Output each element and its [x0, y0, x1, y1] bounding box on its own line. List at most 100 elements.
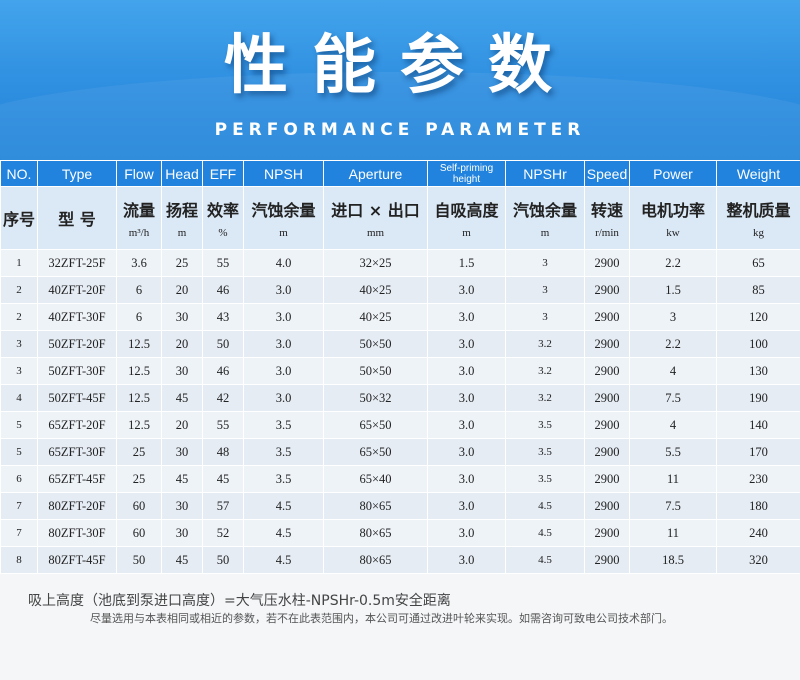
table-cell: 2900: [584, 519, 630, 547]
column-header-cn-label: 效率: [206, 201, 239, 220]
table-cell: 6: [116, 276, 162, 304]
table-cell: 50×50: [323, 357, 428, 385]
table-cell: 4: [629, 357, 717, 385]
table-cell: 50ZFT-20F: [37, 330, 117, 358]
table-cell: 25: [116, 438, 162, 466]
table-cell: 30: [161, 303, 203, 331]
table-cell: 6: [116, 303, 162, 331]
column-header-cn: 汽蚀余量 m: [243, 186, 324, 250]
table-cell: 3.0: [243, 330, 324, 358]
table-cell: 190: [716, 384, 800, 412]
table-cell: 3.0: [427, 411, 506, 439]
table-cell: 12.5: [116, 357, 162, 385]
chinese-header-row: 序号型 号流量 m³/h 扬程 m 效率% 汽蚀余量 m 进口 × 出口 mm 自吸高度 m 汽蚀余量…: [0, 186, 800, 250]
table-cell: 3.0: [427, 492, 506, 520]
table-cell: 120: [716, 303, 800, 331]
column-header-cn: 扬程 m: [161, 186, 203, 250]
table-cell: 3.0: [243, 303, 324, 331]
table-cell: 180: [716, 492, 800, 520]
table-cell: 2900: [584, 465, 630, 493]
formula-note: 吸上高度（池底到泵进口高度）=大气压水柱-NPSHr-0.5m安全距离: [28, 593, 451, 609]
table-cell: 65×50: [323, 438, 428, 466]
table-cell: 2900: [584, 384, 630, 412]
column-header-unit: m: [177, 227, 187, 239]
table-cell: 25: [161, 249, 203, 277]
table-cell: 30: [161, 519, 203, 547]
column-header-en: NO.: [0, 160, 38, 187]
table-cell: 3: [0, 357, 38, 385]
table-cell: 3.6: [116, 249, 162, 277]
table-cell: 46: [202, 357, 244, 385]
table-cell: 2: [0, 303, 38, 331]
table-cell: 3.0: [243, 276, 324, 304]
table-cell: 1.5: [427, 249, 506, 277]
table-cell: 3.0: [243, 357, 324, 385]
table-cell: 85: [716, 276, 800, 304]
page-subtitle: PERFORMANCE PARAMETER: [214, 120, 586, 140]
column-header-en: EFF: [202, 160, 244, 187]
column-header-cn-label: 型 号: [58, 210, 96, 229]
column-header-cn: 流量 m³/h: [116, 186, 162, 250]
performance-table: NO. Type Flow Head EFF NPSH Aperture Self-primi…: [0, 160, 800, 574]
table-cell: 80×65: [323, 519, 428, 547]
table-cell: 30: [161, 438, 203, 466]
table-cell: 1.5: [629, 276, 717, 304]
table-cell: 80×65: [323, 546, 428, 574]
table-row: 1 32ZFT-25F 3.6 25 55 4.0 32×25 1.5 3 2900 2.2 65: [0, 249, 800, 277]
table-cell: 60: [116, 519, 162, 547]
table-cell: 3.5: [505, 438, 585, 466]
table-cell: 80ZFT-20F: [37, 492, 117, 520]
table-cell: 4: [629, 411, 717, 439]
table-cell: 3: [505, 303, 585, 331]
column-header-en: NPSHr: [505, 160, 585, 187]
table-cell: 4.5: [505, 519, 585, 547]
table-cell: 2.2: [629, 330, 717, 358]
table-cell: 65×50: [323, 411, 428, 439]
table-cell: 4.0: [243, 249, 324, 277]
table-cell: 12.5: [116, 384, 162, 412]
column-header-en: Aperture: [323, 160, 428, 187]
column-header-cn-label: 自吸高度: [434, 201, 499, 220]
disclaimer-note: 尽量选用与本表相同或相近的参数，若不在此表范围内，本公司可通过改进叶轮来实现。如…: [90, 612, 673, 625]
column-header-cn-label: 扬程: [165, 201, 198, 220]
table-cell: 3.0: [427, 330, 506, 358]
column-header-cn: 汽蚀余量 m: [505, 186, 585, 250]
table-cell: 2900: [584, 546, 630, 574]
table-cell: 65×40: [323, 465, 428, 493]
table-body: 1 32ZFT-25F 3.6 25 55 4.0 32×25 1.5 3 2900 2.2 65 2 4…: [0, 249, 800, 574]
table-cell: 2900: [584, 438, 630, 466]
table-cell: 3.0: [427, 465, 506, 493]
table-cell: 3.5: [243, 465, 324, 493]
table-cell: 2900: [584, 276, 630, 304]
column-header-cn: 序号: [0, 186, 38, 250]
column-header-cn-label: 流量: [122, 201, 155, 220]
column-header-cn-label: 电机功率: [640, 201, 705, 220]
column-header-unit: %: [218, 227, 228, 239]
table-cell: 65ZFT-45F: [37, 465, 117, 493]
table-cell: 2900: [584, 492, 630, 520]
table-cell: 5.5: [629, 438, 717, 466]
table-cell: 230: [716, 465, 800, 493]
table-cell: 30: [161, 357, 203, 385]
table-row: 2 40ZFT-30F 6 30 43 3.0 40×25 3.0 3 2900 3 120: [0, 303, 800, 331]
table-cell: 32ZFT-25F: [37, 249, 117, 277]
table-row: 5 65ZFT-20F 12.5 20 55 3.5 65×50 3.0 3.5 2900 4 140: [0, 411, 800, 439]
column-header-cn-label: 汽蚀余量: [512, 201, 577, 220]
column-header-en: Type: [37, 160, 117, 187]
table-cell: 30: [161, 492, 203, 520]
column-header-cn: 自吸高度 m: [427, 186, 506, 250]
column-header-cn: 电机功率 kw: [629, 186, 717, 250]
table-cell: 2900: [584, 303, 630, 331]
table-cell: 55: [202, 249, 244, 277]
table-cell: 3.0: [427, 438, 506, 466]
table-cell: 5: [0, 438, 38, 466]
table-cell: 2: [0, 276, 38, 304]
table-cell: 20: [161, 411, 203, 439]
table-cell: 40×25: [323, 276, 428, 304]
table-cell: 45: [202, 465, 244, 493]
table-cell: 3.0: [427, 384, 506, 412]
table-cell: 1: [0, 249, 38, 277]
table-cell: 130: [716, 357, 800, 385]
table-cell: 4: [0, 384, 38, 412]
column-header-cn-label: 转速: [590, 201, 623, 220]
